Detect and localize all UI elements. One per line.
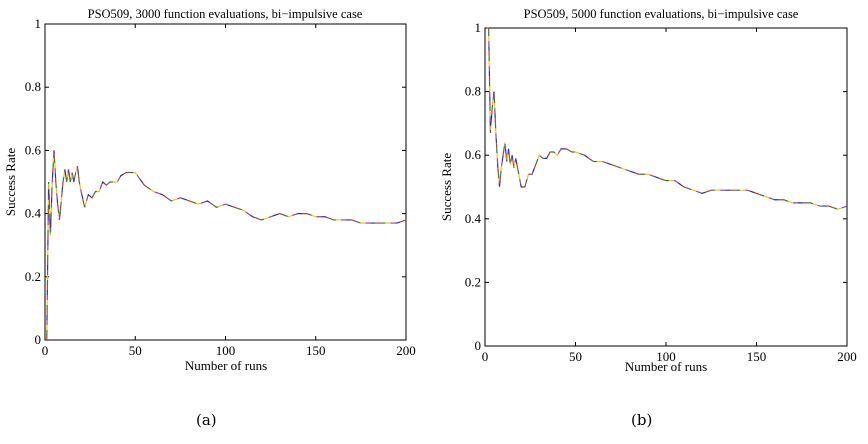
x-tick-label: 50 — [569, 349, 582, 364]
y-tick-label: 0.8 — [465, 84, 481, 99]
chart-title: PSO509, 5000 function evaluations, bi−im… — [524, 7, 799, 21]
y-axis-label: Success Rate — [3, 148, 18, 216]
chart-a-svg: PSO509, 3000 function evaluations, bi−im… — [3, 7, 416, 373]
caption-b: (b) — [631, 411, 653, 429]
x-tick-label: 50 — [129, 343, 142, 358]
y-tick-label: 0.8 — [25, 79, 41, 94]
series-line — [46, 150, 407, 341]
x-tick-label: 100 — [656, 349, 676, 364]
series-group — [46, 150, 407, 341]
x-axis-label: Number of runs — [185, 358, 267, 373]
x-tick-label: 150 — [747, 349, 767, 364]
y-tick-label: 0.4 — [465, 211, 482, 226]
y-tick-label: 0.2 — [25, 269, 41, 284]
x-tick-label: 200 — [837, 349, 857, 364]
plot-frame — [44, 23, 407, 341]
x-tick-label: 150 — [306, 343, 326, 358]
y-tick-label: 0.4 — [25, 206, 42, 221]
series-line — [46, 150, 407, 341]
tick-group: 0 50 100 150 200 0 0.2 0.4 0.6 0.8 1 — [25, 16, 416, 358]
chart-b-svg: PSO509, 5000 function evaluations, bi−im… — [439, 7, 857, 374]
series-line — [486, 27, 848, 210]
x-tick-label: 100 — [216, 343, 236, 358]
series-line — [46, 150, 407, 341]
x-tick-label: 0 — [482, 349, 489, 364]
series-line — [486, 27, 848, 210]
x-axis-label: Number of runs — [625, 359, 707, 374]
series-line — [486, 27, 848, 210]
series-line — [46, 150, 407, 341]
x-tick-label: 200 — [396, 343, 416, 358]
tick-group: 0 50 100 150 200 0 0.2 0.4 0.6 0.8 1 — [465, 20, 857, 364]
series-line — [46, 150, 407, 341]
chart-panel-b: PSO509, 5000 function evaluations, bi−im… — [434, 0, 868, 444]
y-tick-label: 0 — [475, 338, 482, 353]
y-tick-label: 1 — [475, 20, 482, 35]
y-tick-label: 0.2 — [465, 274, 481, 289]
series-line — [486, 27, 848, 210]
y-axis-label: Success Rate — [439, 153, 454, 221]
x-tick-label: 0 — [42, 343, 49, 358]
y-tick-label: 0.6 — [465, 147, 482, 162]
plot-frame — [484, 27, 848, 347]
caption-a: (a) — [196, 411, 217, 429]
chart-title: PSO509, 3000 function evaluations, bi−im… — [88, 7, 363, 21]
y-tick-label: 0.6 — [25, 142, 42, 157]
series-group — [486, 27, 848, 210]
chart-panel-a: PSO509, 3000 function evaluations, bi−im… — [3, 7, 416, 429]
y-tick-label: 1 — [35, 16, 42, 31]
y-tick-label: 0 — [35, 332, 42, 347]
series-line — [486, 27, 848, 210]
